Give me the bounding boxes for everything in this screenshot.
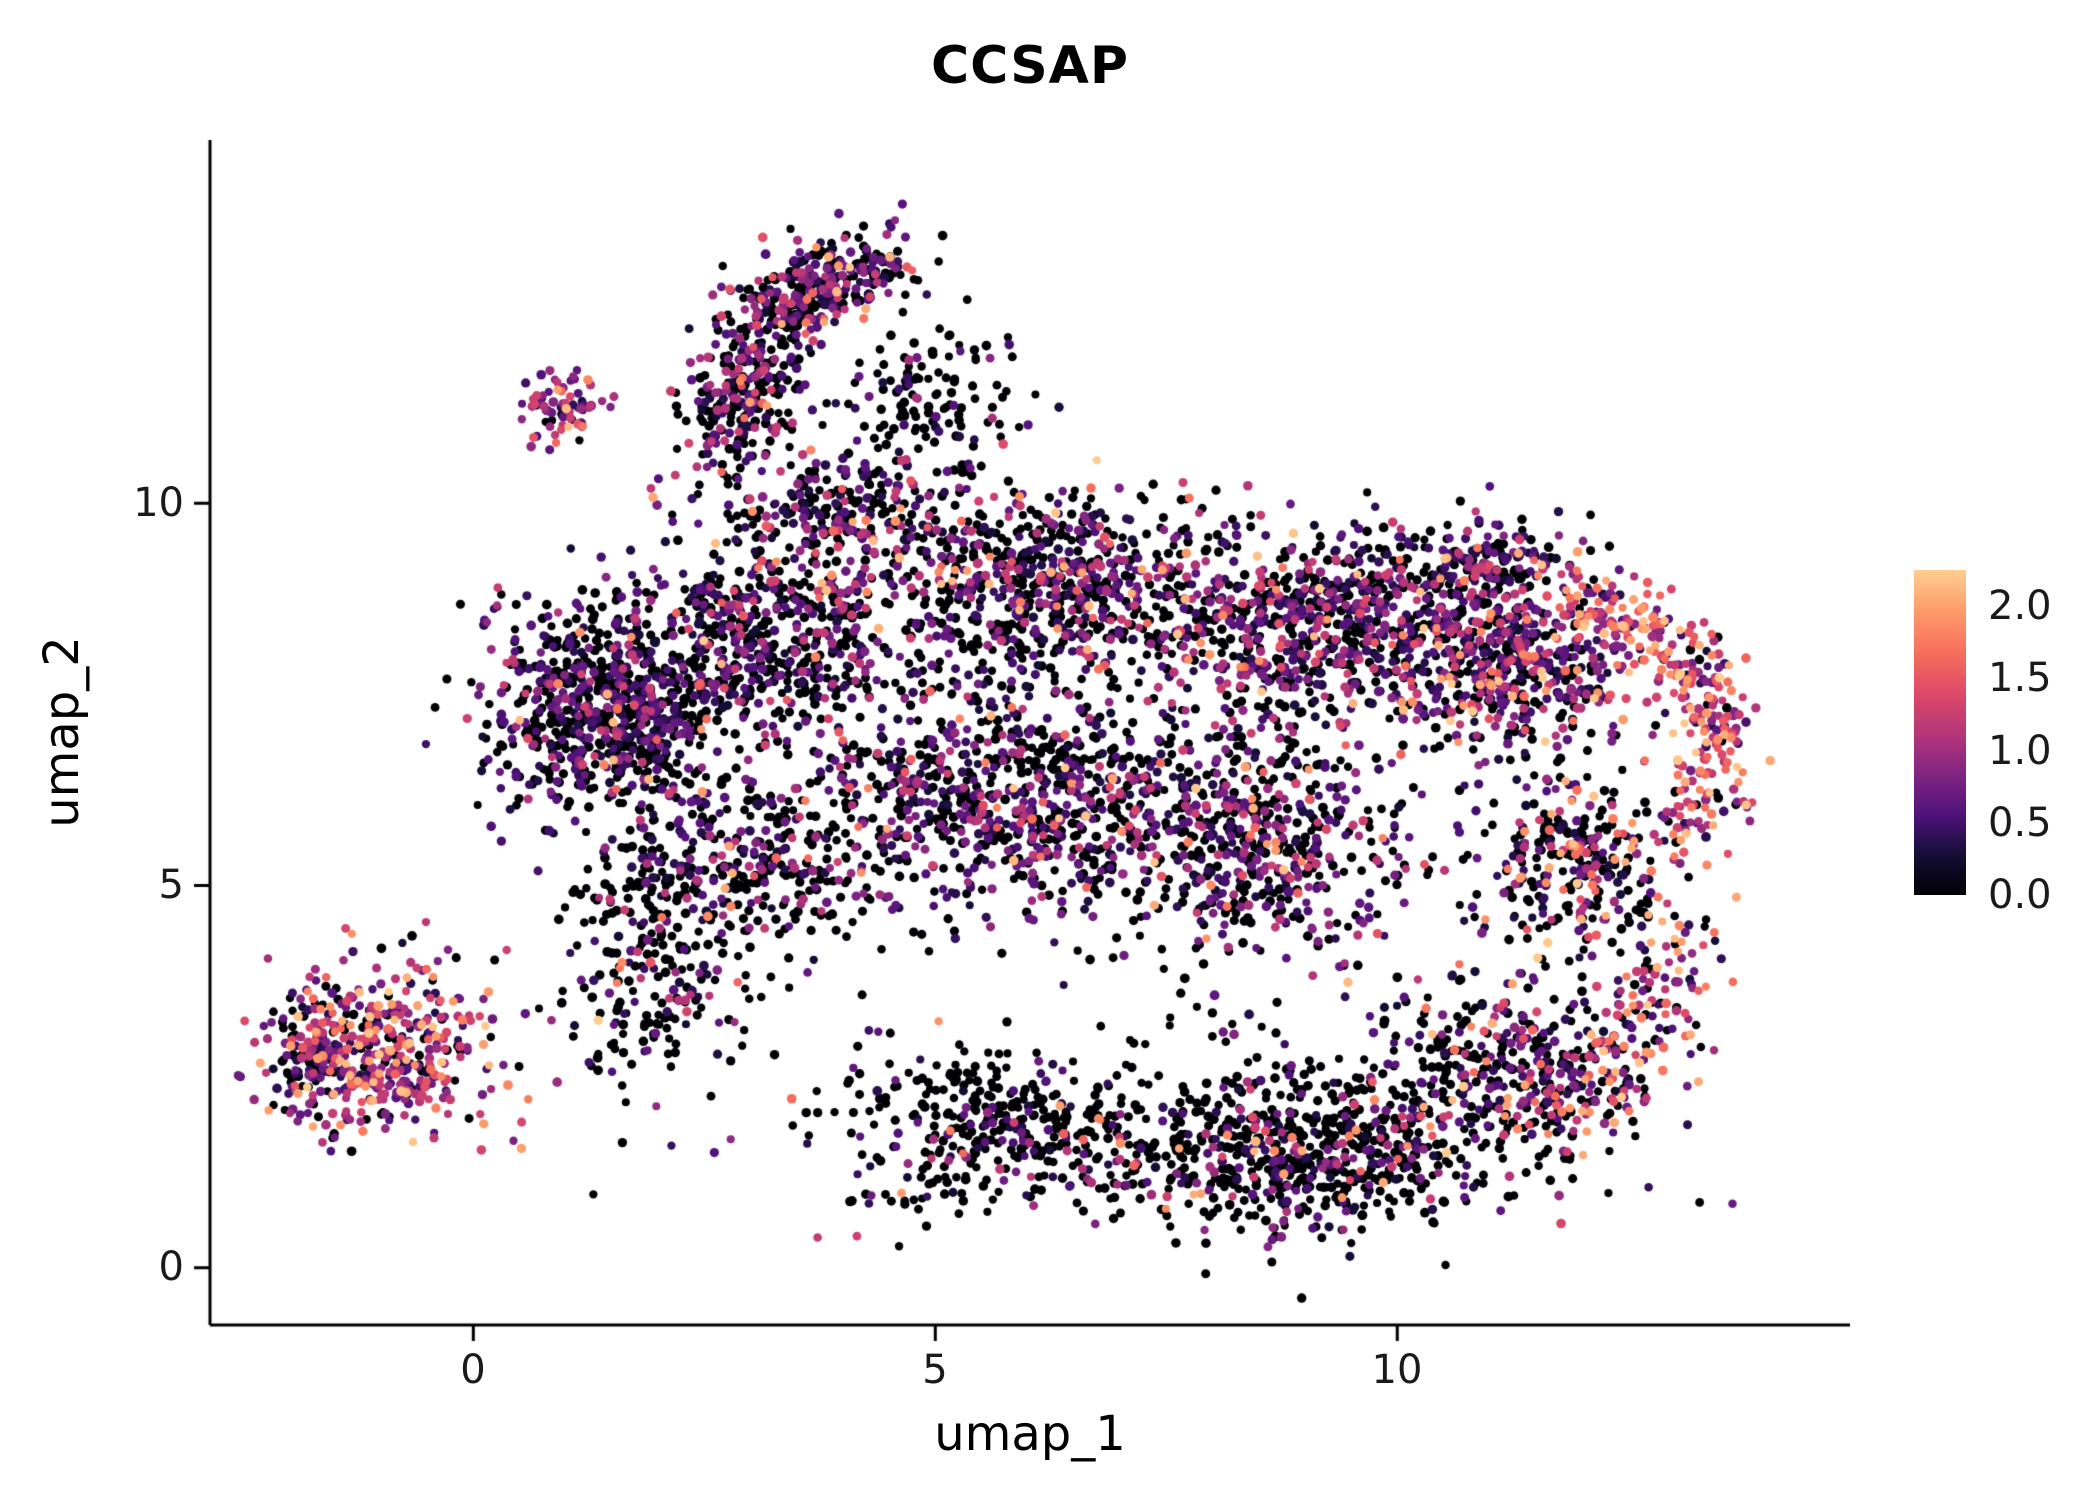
colorbar-tick-label-2.0: 2.0 xyxy=(1988,583,2052,629)
plot-title: CCSAP xyxy=(930,36,1130,96)
colorbar-tick-label-0.0: 0.0 xyxy=(1988,872,2052,918)
colorbar-tick-label-1.0: 1.0 xyxy=(1988,728,2052,774)
x-tick-label-5: 5 xyxy=(922,1347,948,1393)
colorbar-tick-label-1.5: 1.5 xyxy=(1988,655,2052,701)
y-tick-label-0: 0 xyxy=(158,1244,184,1290)
y-tick-label-10: 10 xyxy=(133,480,184,526)
x-axis-label: umap_1 xyxy=(934,1406,1126,1462)
x-tick-label-0: 0 xyxy=(460,1347,486,1393)
y-axis-label: umap_2 xyxy=(34,636,90,828)
x-tick-label-10: 10 xyxy=(1371,1347,1423,1393)
colorbar-gradient xyxy=(1914,570,1966,895)
y-tick-label-5: 5 xyxy=(158,862,184,908)
colorbar-tick-label-0.5: 0.5 xyxy=(1988,800,2052,846)
